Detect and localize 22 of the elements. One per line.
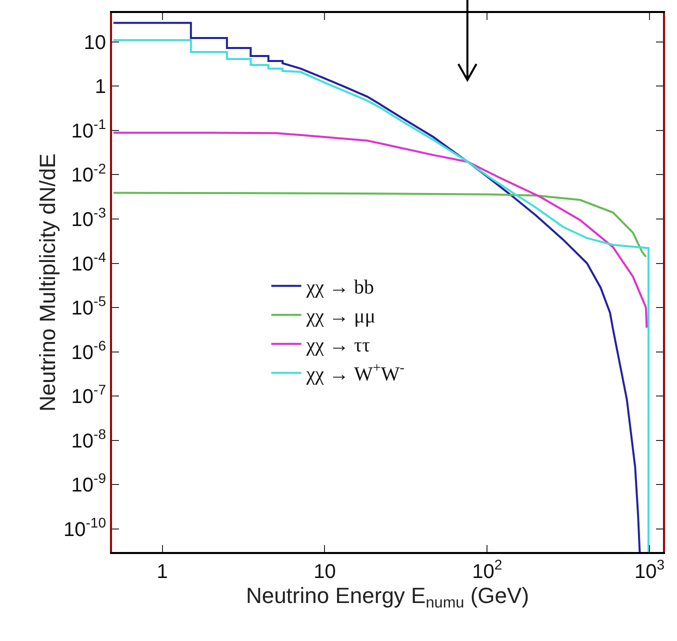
- x-axis-title: Neutrino Energy E$_{nu}$$_{mu}$ (GeV): [246, 583, 530, 612]
- y-tick-label: 1: [94, 76, 106, 98]
- legend-label: χχ → bb: [305, 276, 374, 299]
- legend-label: χχ → W$^{+}$W$^{-}$: [305, 361, 405, 386]
- y-tick-label: 10$^{-10}$: [64, 514, 106, 541]
- y-tick-label: 10$^{-1}$: [71, 116, 106, 142]
- y-tick-label: 10$^{-6}$: [71, 337, 106, 364]
- y-tick-label: 10$^{-5}$: [71, 293, 106, 320]
- x-tick-label: 10$^{2}$: [472, 556, 502, 583]
- legend-label: χχ → μμ: [305, 306, 376, 328]
- x-tick-label: 10: [314, 561, 336, 583]
- legend-label: χχ → ττ: [305, 334, 370, 357]
- y-tick-label: 10$^{-2}$: [71, 160, 106, 187]
- y-tick-label: 10$^{-3}$: [71, 204, 106, 231]
- y-tick-label: 10$^{-4}$: [71, 248, 106, 276]
- y-tick-label: 10$^{-9}$: [71, 470, 106, 497]
- x-tick-label: 10$^{3}$: [634, 556, 665, 583]
- y-tick-label: 10$^{-7}$: [71, 382, 106, 408]
- y-tick-label: 10$^{-8}$: [71, 426, 106, 452]
- y-axis-title: Neutrino Multiplicity dN/dE: [34, 154, 60, 412]
- y-tick-label: 10: [84, 32, 106, 54]
- x-tick-label: 1: [156, 561, 168, 583]
